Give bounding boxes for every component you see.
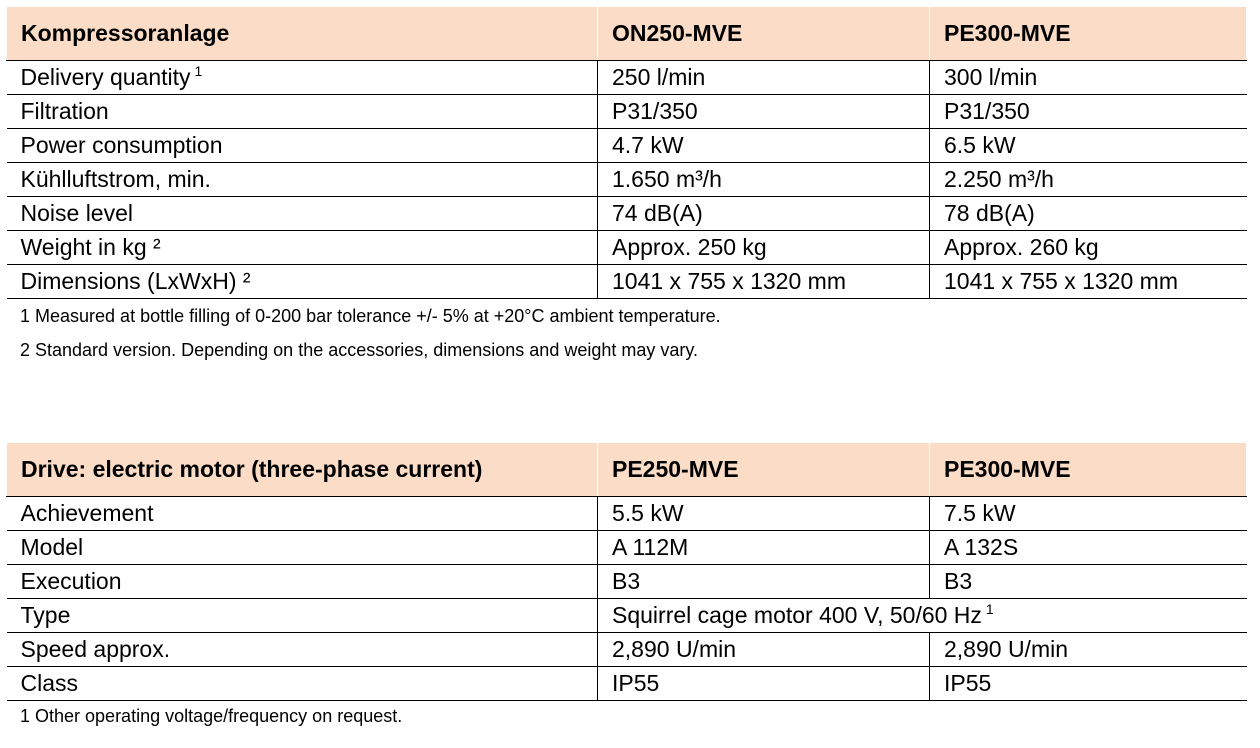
table-header-row: Kompressoranlage ON250-MVE PE300-MVE [6, 7, 1247, 61]
footnote-marker: 1 [194, 63, 203, 79]
row-value-1: 1041 x 755 x 1320 mm [597, 264, 930, 299]
row-value-2: 2,890 U/min [929, 632, 1247, 667]
row-label: Class [6, 666, 598, 701]
row-value-2: IP55 [929, 666, 1247, 701]
footnote-2: 2 Standard version. Depending on the acc… [20, 340, 699, 360]
row-value-1: 4.7 kW [597, 128, 930, 163]
header-model-1: ON250-MVE [597, 7, 930, 61]
table-row: Speed approx. 2,890 U/min 2,890 U/min [6, 632, 1247, 667]
row-value-2: P31/350 [929, 94, 1247, 129]
row-label: Filtration [6, 94, 598, 129]
row-label: Dimensions (LxWxH) ² [6, 264, 598, 299]
row-label: Type [6, 598, 598, 633]
table-row: Dimensions (LxWxH) ² 1041 x 755 x 1320 m… [6, 264, 1247, 299]
table-row: Noise level 74 dB(A) 78 dB(A) [6, 196, 1247, 231]
header-model-2: PE300-MVE [929, 7, 1247, 61]
motor-spec-table: Drive: electric motor (three-phase curre… [6, 443, 1247, 701]
header-model-1: PE250-MVE [597, 443, 930, 497]
row-value-1: A 112M [597, 530, 930, 565]
table-row: Achievement 5.5 kW 7.5 kW [6, 496, 1247, 531]
row-value-2: 2.250 m³/h [929, 162, 1247, 197]
row-value-1: 250 l/min [597, 60, 930, 95]
footnote-3: 1 Other operating voltage/frequency on r… [20, 706, 403, 726]
row-value-2: 300 l/min [929, 60, 1247, 95]
row-value-2: A 132S [929, 530, 1247, 565]
table-header-row: Drive: electric motor (three-phase curre… [6, 443, 1247, 497]
table-row: Kühlluftstrom, min. 1.650 m³/h 2.250 m³/… [6, 162, 1247, 197]
table-row: Execution B3 B3 [6, 564, 1247, 599]
row-value-2: 1041 x 755 x 1320 mm [929, 264, 1247, 299]
row-value-1: 2,890 U/min [597, 632, 930, 667]
row-label: Delivery quantity 1 [6, 60, 598, 95]
row-value-2: 7.5 kW [929, 496, 1247, 531]
header-label: Kompressoranlage [6, 7, 598, 61]
table-row: Type Squirrel cage motor 400 V, 50/60 Hz… [6, 598, 1247, 633]
row-label: Achievement [6, 496, 598, 531]
row-label: Weight in kg ² [6, 230, 598, 265]
row-label: Model [6, 530, 598, 565]
row-value-1: Approx. 250 kg [597, 230, 930, 265]
row-value-1: P31/350 [597, 94, 930, 129]
row-value-1: 5.5 kW [597, 496, 930, 531]
table-row: Model A 112M A 132S [6, 530, 1247, 565]
row-value-2: B3 [929, 564, 1247, 599]
footnote-marker: 1 [985, 601, 994, 617]
row-value-1: B3 [597, 564, 930, 599]
table-row: Weight in kg ² Approx. 250 kg Approx. 26… [6, 230, 1247, 265]
row-label: Execution [6, 564, 598, 599]
row-label: Speed approx. [6, 632, 598, 667]
header-label: Drive: electric motor (three-phase curre… [6, 443, 598, 497]
row-label: Power consumption [6, 128, 598, 163]
header-model-2: PE300-MVE [929, 443, 1247, 497]
footnote-1: 1 Measured at bottle filling of 0-200 ba… [20, 306, 721, 326]
table-row: Filtration P31/350 P31/350 [6, 94, 1247, 129]
compressor-spec-table: Kompressoranlage ON250-MVE PE300-MVE Del… [6, 7, 1247, 299]
table-row: Delivery quantity 1 250 l/min 300 l/min [6, 60, 1247, 95]
row-value-1: IP55 [597, 666, 930, 701]
table-row: Class IP55 IP55 [6, 666, 1247, 701]
row-value-2: Approx. 260 kg [929, 230, 1247, 265]
row-value-2: 78 dB(A) [929, 196, 1247, 231]
row-label: Kühlluftstrom, min. [6, 162, 598, 197]
row-value-1: 1.650 m³/h [597, 162, 930, 197]
row-value-span: Squirrel cage motor 400 V, 50/60 Hz 1 [597, 598, 1247, 633]
row-label: Noise level [6, 196, 598, 231]
row-value-2: 6.5 kW [929, 128, 1247, 163]
table-row: Power consumption 4.7 kW 6.5 kW [6, 128, 1247, 163]
row-value-1: 74 dB(A) [597, 196, 930, 231]
